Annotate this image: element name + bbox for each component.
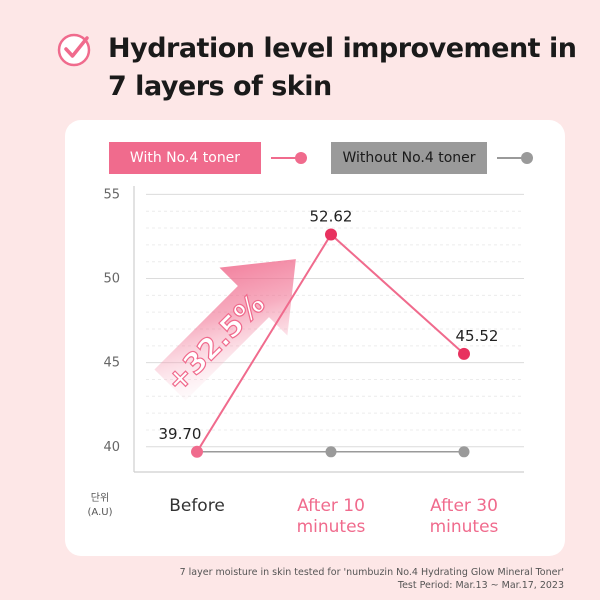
legend-with-toner: With No.4 toner [109, 142, 261, 174]
data-point-with-toner [325, 228, 337, 241]
y-tick-label: 45 [103, 356, 120, 371]
checkmark-circle-icon [57, 33, 91, 67]
increase-arrow: +32.5% [154, 259, 296, 401]
footnote: 7 layer moisture in skin tested for 'num… [180, 566, 564, 592]
x-tick-label: Before [169, 496, 225, 516]
header: Hydration level improvement in 7 layers … [56, 30, 577, 106]
x-tick-label: After 30 [430, 496, 498, 516]
y-tick-label: 40 [103, 440, 120, 455]
title-line-2: 7 layers of skin [108, 71, 332, 102]
y-unit-label: (A.U) [88, 507, 113, 518]
legend-without-dot [521, 152, 533, 164]
page-title: Hydration level improvement in 7 layers … [108, 30, 577, 106]
legend-without-line [497, 157, 527, 159]
x-tick-label: After 10 [297, 496, 365, 516]
footnote-period: Test Period: Mar.13 ~ Mar.17, 2023 [397, 580, 564, 591]
increase-arrow-shape [154, 259, 296, 401]
legend-without-toner: Without No.4 toner [331, 142, 487, 174]
y-unit-label: 단위 [91, 491, 109, 504]
increase-annotation: +32.5% [159, 286, 271, 398]
y-tick-label: 50 [103, 272, 120, 287]
data-point-with-toner [458, 347, 470, 360]
data-label: 45.52 [456, 327, 499, 345]
data-point-without-toner [458, 446, 470, 458]
data-point-without-toner [325, 446, 337, 458]
data-label: 52.62 [310, 207, 353, 225]
x-tick-label: minutes [297, 517, 366, 537]
x-tick-label: minutes [430, 517, 499, 537]
legend-with-dot [295, 152, 307, 164]
chart-card: With No.4 toner Without No.4 toner [65, 120, 565, 556]
footnote-study: 7 layer moisture in skin tested for 'num… [179, 567, 564, 578]
y-tick-label: 55 [103, 187, 120, 202]
data-label: 39.70 [159, 425, 202, 443]
title-line-1: Hydration level improvement in [108, 33, 577, 64]
legend-with-line [271, 157, 301, 159]
data-point-with-toner [191, 445, 203, 458]
